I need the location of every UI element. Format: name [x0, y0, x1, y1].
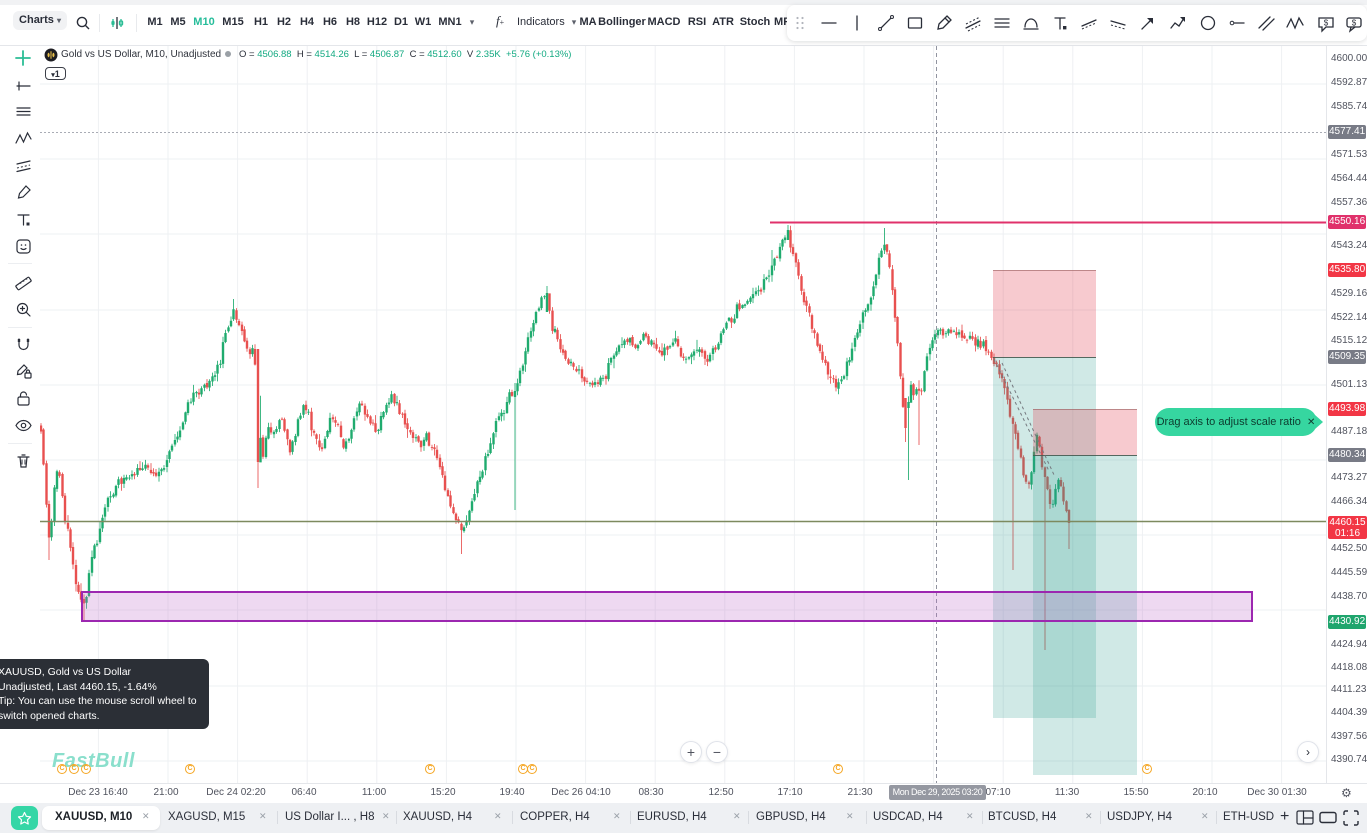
svg-text:$: $: [1352, 19, 1357, 28]
svg-text:$: $: [1324, 19, 1329, 28]
